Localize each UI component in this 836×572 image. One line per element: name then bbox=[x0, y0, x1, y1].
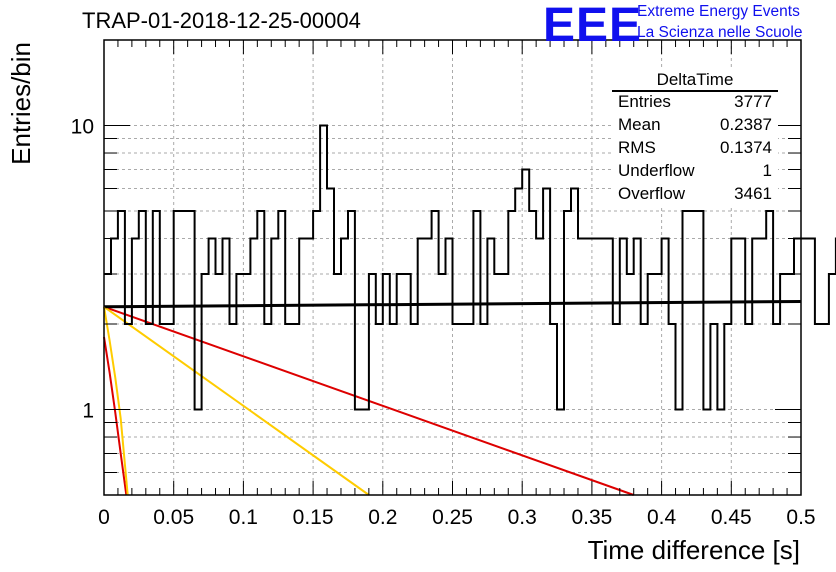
histogram bbox=[104, 124, 836, 411]
red-fit-line bbox=[103, 336, 128, 496]
chart-title: TRAP-01-2018-12-25-00004 bbox=[82, 8, 361, 33]
stats-label: Entries bbox=[618, 92, 671, 111]
stats-row-overflow: Overflow 3461 bbox=[618, 184, 772, 206]
yellow-fit-line bbox=[103, 305, 370, 496]
stats-title: DeltaTime bbox=[656, 70, 734, 89]
x-tick-label: 0.45 bbox=[711, 506, 752, 529]
y-tick-label: 1 bbox=[82, 400, 94, 423]
x-tick-label: 0 bbox=[98, 506, 110, 529]
x-tick-label: 0.5 bbox=[786, 506, 815, 529]
stats-box: DeltaTime Entries 3777 Mean 0.2387 RMS 0… bbox=[612, 70, 778, 206]
tick-labels: 0 0.05 0.1 0.15 0.2 0.25 0.3 0.35 0.4 0.45 0.5 1 10 bbox=[71, 115, 816, 529]
axis-ticks bbox=[103, 39, 802, 496]
x-tick-label: 0.05 bbox=[153, 506, 194, 529]
x-tick-label: 0.4 bbox=[647, 506, 677, 529]
stats-label: RMS bbox=[618, 138, 656, 157]
x-tick-label: 0.2 bbox=[368, 506, 397, 529]
yellow-fit-line bbox=[103, 306, 129, 496]
x-tick-label: 0.35 bbox=[571, 506, 612, 529]
y-axis-label: Entries/bin bbox=[6, 42, 36, 165]
y-tick-label: 10 bbox=[71, 115, 94, 138]
stats-row-entries: Entries 3777 bbox=[618, 92, 772, 114]
stats-label: Mean bbox=[618, 115, 661, 134]
x-tick-label: 0.3 bbox=[508, 506, 537, 529]
x-tick-label: 0.1 bbox=[229, 506, 258, 529]
stats-separator bbox=[612, 90, 778, 92]
x-tick-label: 0.15 bbox=[293, 506, 334, 529]
stats-label: Underflow bbox=[618, 161, 695, 180]
stats-row-rms: RMS 0.1374 bbox=[618, 138, 772, 160]
x-tick-label: 0.25 bbox=[432, 506, 473, 529]
stats-label: Overflow bbox=[618, 184, 686, 203]
stats-value: 1 bbox=[762, 161, 772, 180]
x-axis-label: Time difference [s] bbox=[588, 535, 800, 565]
logo-line-2: La Scienza nelle Scuole bbox=[637, 24, 803, 41]
histogram-steps bbox=[104, 124, 836, 411]
stats-row-underflow: Underflow 1 bbox=[618, 161, 772, 183]
stats-value: 0.2387 bbox=[720, 115, 772, 134]
logo-line-1: Extreme Energy Events bbox=[637, 3, 800, 20]
stats-value: 3461 bbox=[734, 184, 772, 203]
stats-value: 0.1374 bbox=[720, 138, 772, 157]
stats-row-mean: Mean 0.2387 bbox=[618, 115, 772, 137]
stats-value: 3777 bbox=[734, 92, 772, 111]
eee-logo: EEE bbox=[543, 0, 643, 52]
